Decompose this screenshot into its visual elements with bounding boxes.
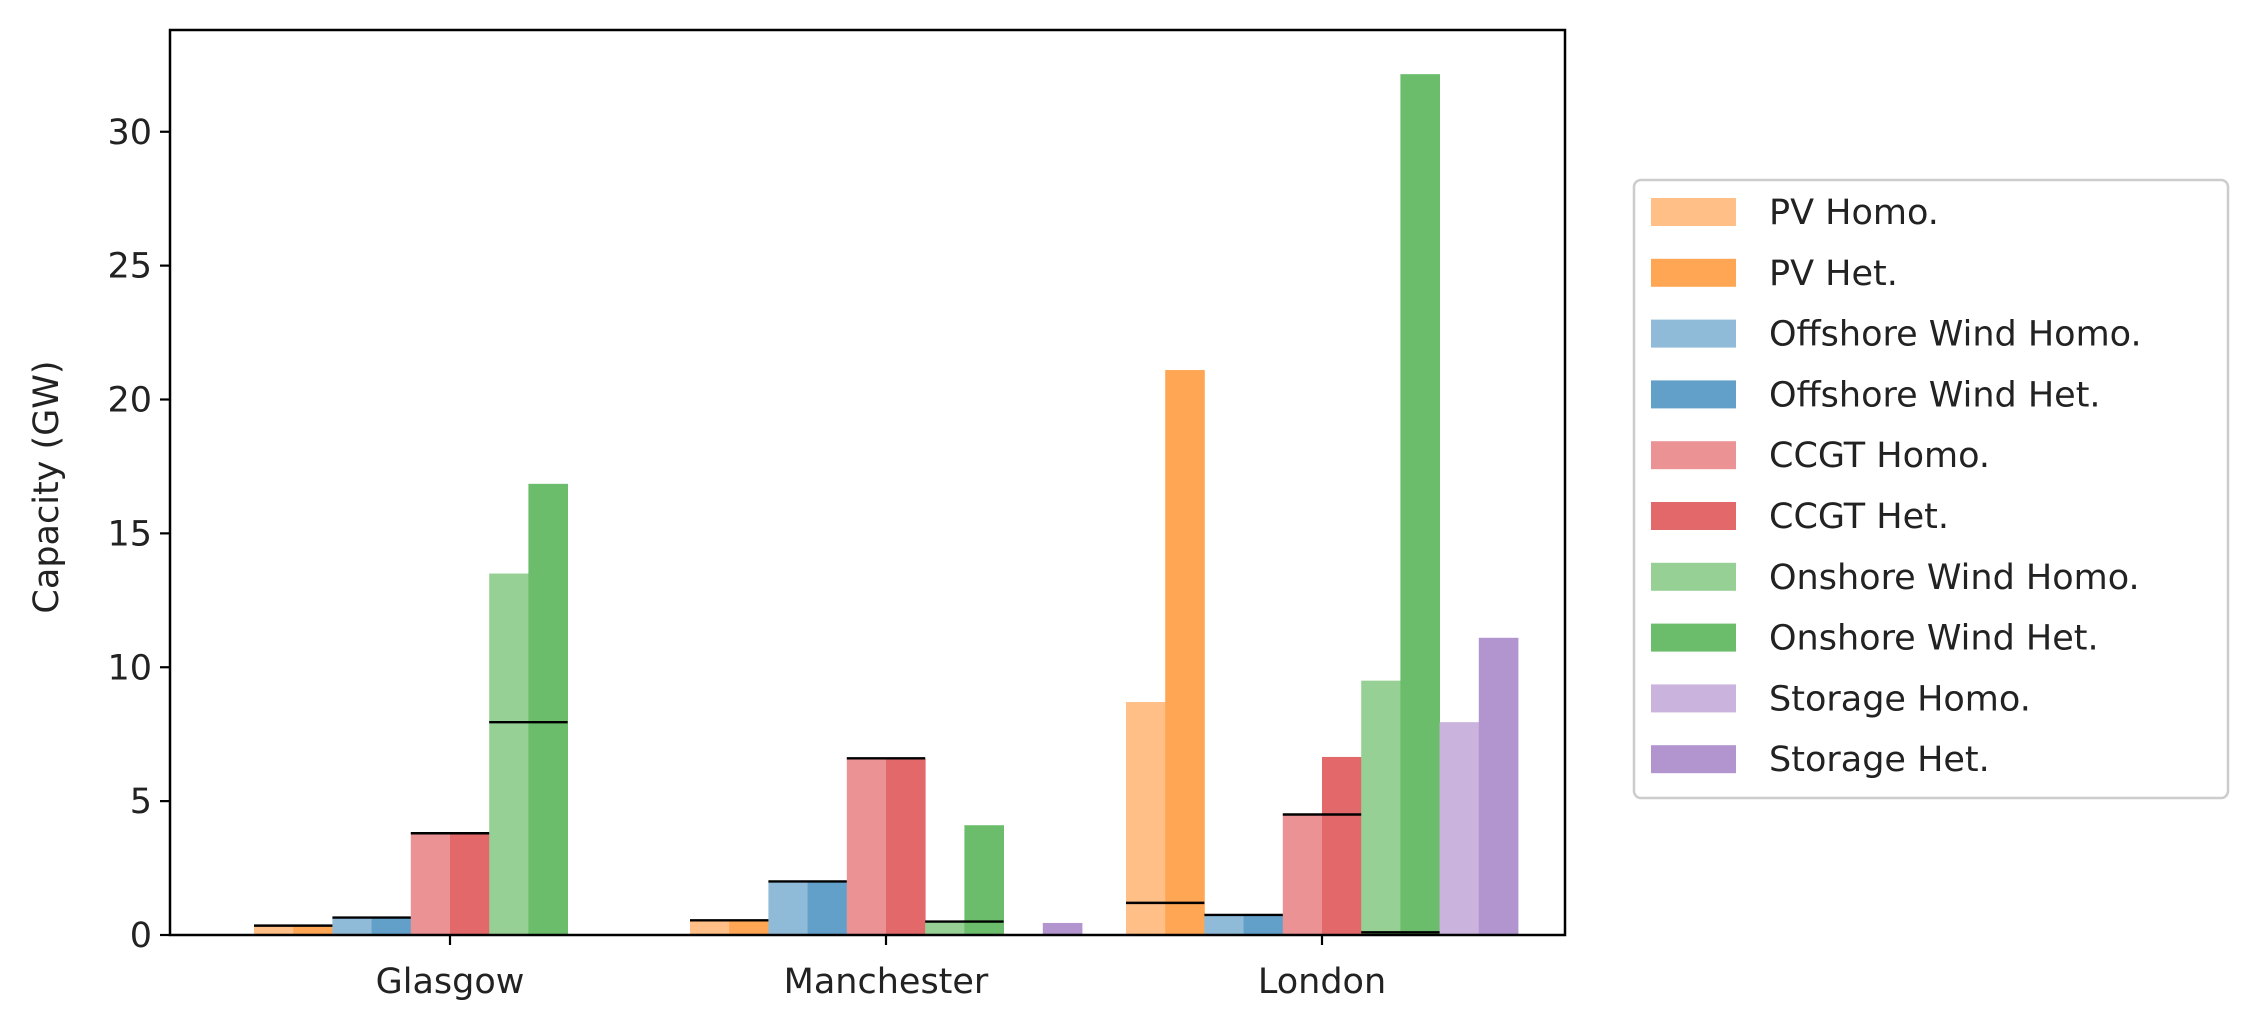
y-tick-label: 20	[107, 381, 152, 421]
legend-swatch-storage-homo	[1651, 684, 1736, 713]
legend-swatch-onshore-wind-het	[1651, 623, 1736, 652]
y-tick-label: 30	[107, 113, 152, 153]
legend-label-ccgt-homo: CCGT Homo.	[1769, 436, 1990, 476]
x-tick-label-glasgow: Glasgow	[376, 962, 525, 1002]
legend-label-storage-homo: Storage Homo.	[1769, 679, 2031, 719]
x-tick-label-london: London	[1258, 962, 1386, 1002]
legend-label-pv-homo: PV Homo.	[1769, 193, 1939, 233]
bar-offshore-wind-homo-london	[1204, 914, 1244, 935]
bar-storage-homo-london	[1439, 722, 1480, 935]
bar-ccgt-homo-manchester	[846, 758, 887, 935]
legend-label-ccgt-het: CCGT Het.	[1769, 497, 1949, 537]
bar-onshore-wind-het-glasgow	[528, 483, 568, 935]
bar-onshore-wind-homo-london	[1361, 680, 1401, 935]
legend-swatch-ccgt-het	[1651, 502, 1736, 530]
legend-swatch-pv-het	[1651, 258, 1736, 287]
bar-offshore-wind-homo-manchester	[768, 881, 808, 935]
y-tick-label: 25	[107, 247, 152, 287]
legend-swatch-onshore-wind-homo	[1651, 562, 1736, 591]
legend-swatch-offshore-wind-het	[1651, 380, 1736, 409]
bar-storage-het-manchester	[1042, 922, 1083, 935]
y-tick-label: 5	[130, 782, 152, 822]
legend-swatch-offshore-wind-homo	[1651, 319, 1736, 348]
legend-label-pv-het: PV Het.	[1769, 254, 1898, 294]
y-tick-label: 10	[107, 648, 152, 688]
bar-onshore-wind-homo-glasgow	[489, 573, 529, 935]
legend-label-onshore-wind-homo: Onshore Wind Homo.	[1769, 558, 2140, 598]
legend-label-onshore-wind-het: Onshore Wind Het.	[1769, 619, 2099, 659]
legend-swatch-pv-homo	[1651, 198, 1736, 226]
y-tick-label: 15	[107, 514, 152, 554]
bar-onshore-wind-homo-manchester	[925, 921, 965, 935]
bar-ccgt-homo-glasgow	[410, 833, 451, 935]
bar-ccgt-het-london	[1322, 756, 1362, 935]
bar-pv-homo-glasgow	[254, 925, 294, 935]
x-tick-label-manchester: Manchester	[784, 962, 989, 1002]
bar-pv-homo-london	[1126, 702, 1166, 935]
bar-storage-het-london	[1478, 637, 1519, 935]
legend-swatch-ccgt-homo	[1651, 441, 1736, 470]
bar-pv-het-glasgow	[293, 925, 333, 935]
legend-label-storage-het: Storage Het.	[1769, 740, 1990, 780]
y-axis: 0 5 10 15 20 25 30	[107, 113, 170, 956]
bar-offshore-wind-het-glasgow	[371, 917, 412, 935]
plot-frame	[168, 28, 1567, 937]
bar-ccgt-het-glasgow	[450, 833, 490, 935]
bar-pv-homo-manchester	[690, 920, 730, 935]
y-tick-label: 0	[130, 916, 152, 956]
bar-ccgt-het-manchester	[886, 758, 926, 935]
bars-layer	[254, 74, 1519, 936]
y-axis-label: Capacity (GW)	[27, 360, 67, 613]
legend-label-offshore-wind-het: Offshore Wind Het.	[1769, 375, 2101, 415]
bar-pv-het-manchester	[729, 920, 769, 935]
bar-ccgt-homo-london	[1282, 814, 1323, 935]
legend-label-offshore-wind-homo: Offshore Wind Homo.	[1769, 315, 2142, 355]
bar-offshore-wind-homo-glasgow	[332, 917, 372, 935]
bar-onshore-wind-het-manchester	[964, 825, 1004, 935]
x-axis: Glasgow Manchester London	[376, 935, 1386, 1002]
markers-layer	[254, 720, 1440, 934]
bar-pv-het-london	[1165, 370, 1205, 935]
legend-frame	[1632, 178, 2230, 800]
bar-onshore-wind-het-london	[1400, 74, 1440, 936]
bar-offshore-wind-het-london	[1243, 914, 1284, 935]
legend: PV Homo. PV Het. Offshore Wind Homo. Offsho…	[1632, 178, 2230, 800]
bar-offshore-wind-het-manchester	[807, 881, 848, 935]
legend-swatch-storage-het	[1651, 745, 1736, 774]
